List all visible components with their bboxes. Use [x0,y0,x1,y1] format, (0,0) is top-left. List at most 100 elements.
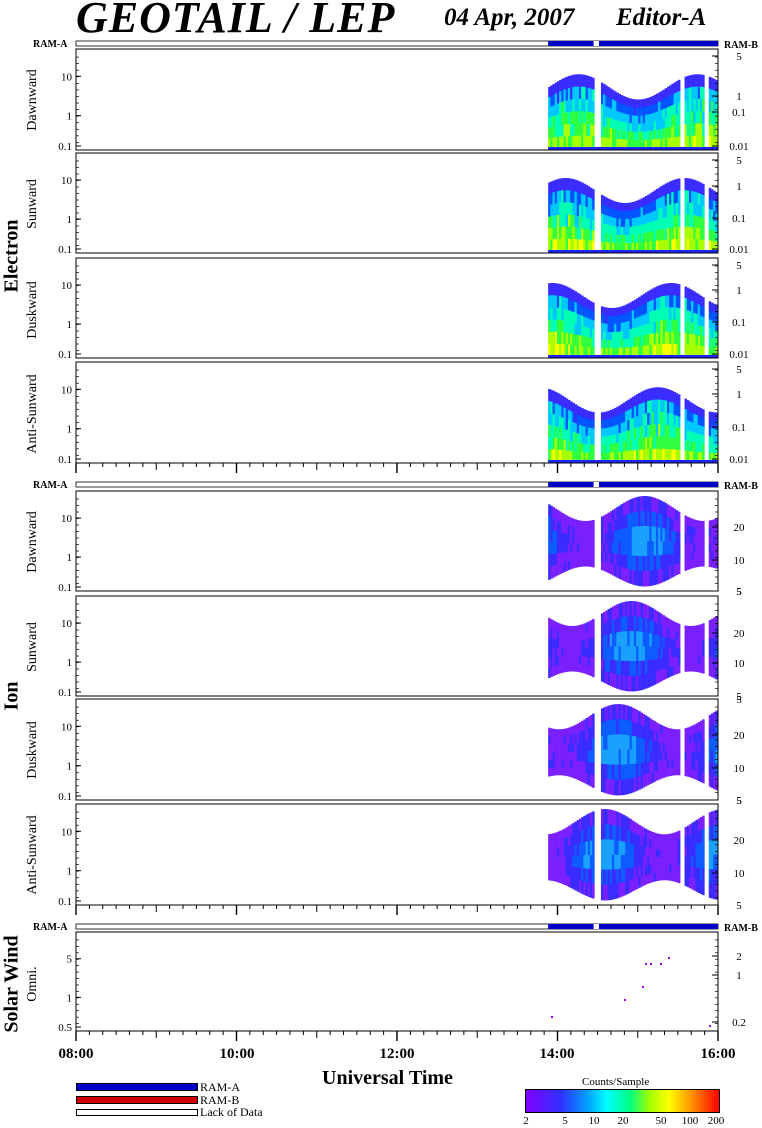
data-cell [556,307,560,321]
data-cell [638,511,641,527]
data-cell [548,182,551,195]
data-cell [708,558,712,567]
y-tick-label: 10 [61,618,73,630]
data-cell [660,864,663,873]
data-cell [629,843,633,856]
data-cell [649,729,652,741]
data-cell [715,321,718,331]
data-cell [655,297,659,311]
data-cell [642,304,646,316]
data-cell [583,551,586,560]
data-cell [548,355,718,358]
data-cell [638,750,641,764]
data-cell [662,217,666,230]
data-cell [565,524,569,535]
data-cell [686,735,690,745]
data-cell [702,409,705,419]
data-cell [713,763,716,777]
data-cell [647,496,650,512]
data-cell [647,762,650,774]
data-cell [563,320,567,334]
data-cell [710,428,714,438]
data-cell [675,520,679,533]
data-cell [587,75,591,89]
data-cell [673,564,677,577]
data-cell [607,809,611,825]
data-cell [673,203,677,216]
data-cell [658,208,661,220]
data-cell [572,451,575,462]
data-cell [600,306,604,316]
data-cell [708,840,712,856]
data-cell [627,749,630,765]
data-cell [691,822,694,835]
data-cell [574,821,578,834]
data-cell [686,751,690,761]
data-cell [675,190,679,204]
data-cell [570,560,573,570]
data-cell [592,738,595,751]
data-cell [671,864,674,874]
data-cell [693,191,696,205]
data-cell [695,535,699,544]
data-cell [625,568,628,583]
data-cell [686,450,690,462]
r-tick-label: 20 [734,522,746,534]
data-cell [629,513,633,528]
data-cell [693,334,696,346]
data-cell [614,719,617,735]
data-cell [662,872,666,881]
data-cell [607,764,611,780]
data-cell [563,238,567,252]
data-cell [708,187,712,199]
data-cell [673,648,677,658]
data-cell [561,865,564,875]
data-point [660,963,662,965]
data-cell [556,622,560,632]
data-cell [559,427,562,440]
data-cell [565,561,569,571]
data-cell [664,626,668,638]
data-cell [710,230,714,242]
data-cell [671,751,674,761]
data-cell [640,541,644,557]
data-cell [570,311,573,323]
data-cell [585,717,589,730]
data-cell [607,427,611,437]
data-cell [550,505,553,519]
data-cell [574,656,578,665]
data-cell [677,113,681,126]
colorbar-title: Counts/Sample [582,1076,650,1088]
data-cell [563,523,567,534]
data-cell [600,241,604,252]
data-cell [691,135,694,149]
data-cell [699,829,703,844]
data-cell [642,714,646,727]
data-cell [664,108,668,119]
data-cell [664,872,668,881]
data-cell [587,827,591,842]
data-cell [651,555,655,571]
data-cell [671,759,674,768]
data-cell [633,406,637,418]
data-cell [616,869,619,884]
data-cell [614,307,617,317]
data-cell [616,138,619,149]
data-cell [592,209,595,221]
data-cell [605,778,608,794]
data-cell [585,772,589,785]
data-cell [631,310,635,320]
data-cell [592,311,595,321]
ram-b-label: RAM-B [724,481,758,492]
data-cell [581,829,584,844]
data-cell [561,664,564,673]
data-cell [625,616,628,632]
data-cell [620,675,624,691]
data-cell [570,856,573,868]
data-cell [671,841,674,850]
data-cell [561,829,564,840]
data-cell [550,849,553,858]
data-cell [581,239,584,252]
r-tick-label: 0.1 [732,213,746,225]
data-cell [589,428,593,437]
